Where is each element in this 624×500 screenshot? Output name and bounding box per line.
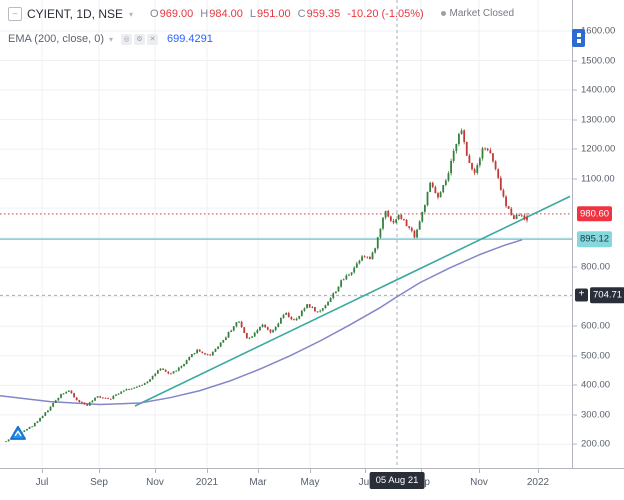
- ohlc-values: O969.00 H984.00 L951.00 C959.35 -10.20 (…: [150, 8, 424, 20]
- low-label: L: [249, 8, 256, 20]
- ema-line[interactable]: [0, 239, 523, 406]
- price-tick-label: 1100.00: [573, 173, 615, 184]
- time-tick-label: 2021: [195, 477, 219, 488]
- crosshair-date-badge: 05 Aug 21: [369, 472, 425, 489]
- time-tick-mark: [99, 469, 100, 473]
- price-tick-label: 200.00: [573, 439, 610, 450]
- open-label: O: [150, 8, 159, 20]
- close-value: 959.35: [306, 8, 341, 20]
- price-line-badge-red: 980.60: [577, 206, 613, 222]
- price-tick-label: 1400.00: [573, 85, 615, 96]
- low-value: 951.00: [257, 8, 291, 20]
- price-tick-label: 1200.00: [573, 144, 615, 155]
- time-tick-label: Mar: [249, 477, 267, 488]
- price-axis[interactable]: 1600.00 1500.00 1400.00 1300.00 1200.00 1100.…: [572, 0, 624, 468]
- time-tick-label: May: [300, 477, 320, 488]
- time-tick-label: 2022: [526, 477, 550, 488]
- symbol-title[interactable]: CYIENT, 1D, NSE: [27, 7, 124, 21]
- indicator-row: EMA (200, close, 0) ▾ ◎ ⚙ ✕ 699.4291: [8, 33, 213, 45]
- chevron-down-icon[interactable]: ▾: [129, 9, 134, 19]
- price-tick-label: 1300.00: [573, 114, 615, 125]
- gear-icon[interactable]: ⚙: [134, 33, 146, 45]
- time-tick-label: Nov: [470, 477, 488, 488]
- close-label: C: [297, 8, 306, 20]
- market-status: Market Closed: [440, 8, 514, 19]
- time-tick-mark: [421, 469, 422, 473]
- indicator-value: 699.4291: [167, 33, 213, 45]
- chart-plot-area[interactable]: – CYIENT, 1D, NSE ▾ O969.00 H984.00 L951…: [0, 0, 572, 468]
- time-tick-mark: [258, 469, 259, 473]
- chevron-down-icon[interactable]: ▾: [109, 34, 114, 44]
- price-tick-label: 800.00: [573, 262, 610, 273]
- price-tick-label: 400.00: [573, 380, 610, 391]
- time-tick-mark: [479, 469, 480, 473]
- candlestick-chart[interactable]: [0, 0, 572, 468]
- price-tick-label: 1500.00: [573, 55, 615, 66]
- time-tick-mark: [538, 469, 539, 473]
- time-tick-mark: [207, 469, 208, 473]
- time-tick-label: Sep: [90, 477, 108, 488]
- price-line-badge-teal: 895.12: [577, 231, 613, 247]
- price-tick-label: 600.00: [573, 321, 610, 332]
- time-tick-mark: [155, 469, 156, 473]
- crosshair: [0, 0, 572, 468]
- add-alert-plus-icon[interactable]: +: [575, 288, 588, 302]
- time-tick-mark: [42, 469, 43, 473]
- trendline[interactable]: [134, 195, 571, 407]
- indicator-label[interactable]: EMA (200, close, 0): [8, 33, 104, 45]
- crosshair-price-badge: 704.71: [590, 287, 624, 304]
- time-tick-label: Jul: [35, 477, 49, 488]
- time-tick-label: Nov: [146, 477, 164, 488]
- time-tick-mark: [365, 469, 366, 473]
- eye-icon[interactable]: ◎: [121, 33, 133, 45]
- collapse-icon[interactable]: –: [8, 7, 22, 21]
- close-icon[interactable]: ✕: [147, 33, 159, 45]
- time-axis[interactable]: JulSepNov2021MarMayJulSepNov202205 Aug 2…: [0, 468, 624, 500]
- candles: [5, 128, 528, 443]
- high-value: 984.00: [209, 8, 243, 20]
- high-label: H: [200, 8, 209, 20]
- axis-settings-icon[interactable]: [572, 29, 585, 47]
- status-dot-icon: [440, 11, 446, 16]
- time-tick-label: Jul: [358, 477, 372, 488]
- indicator-controls: ◎ ⚙ ✕: [121, 33, 159, 45]
- market-status-label: Market Closed: [449, 8, 514, 19]
- time-tick-mark: [310, 469, 311, 473]
- open-value: 969.00: [159, 8, 194, 20]
- buy-marker-icon[interactable]: [10, 425, 26, 440]
- price-tick-label: 500.00: [573, 350, 610, 361]
- gridlines: [0, 0, 572, 468]
- change-value: -10.20 (-1.05%): [347, 8, 424, 20]
- symbol-header: – CYIENT, 1D, NSE ▾ O969.00 H984.00 L951…: [8, 7, 424, 21]
- price-tick-label: 300.00: [573, 409, 610, 420]
